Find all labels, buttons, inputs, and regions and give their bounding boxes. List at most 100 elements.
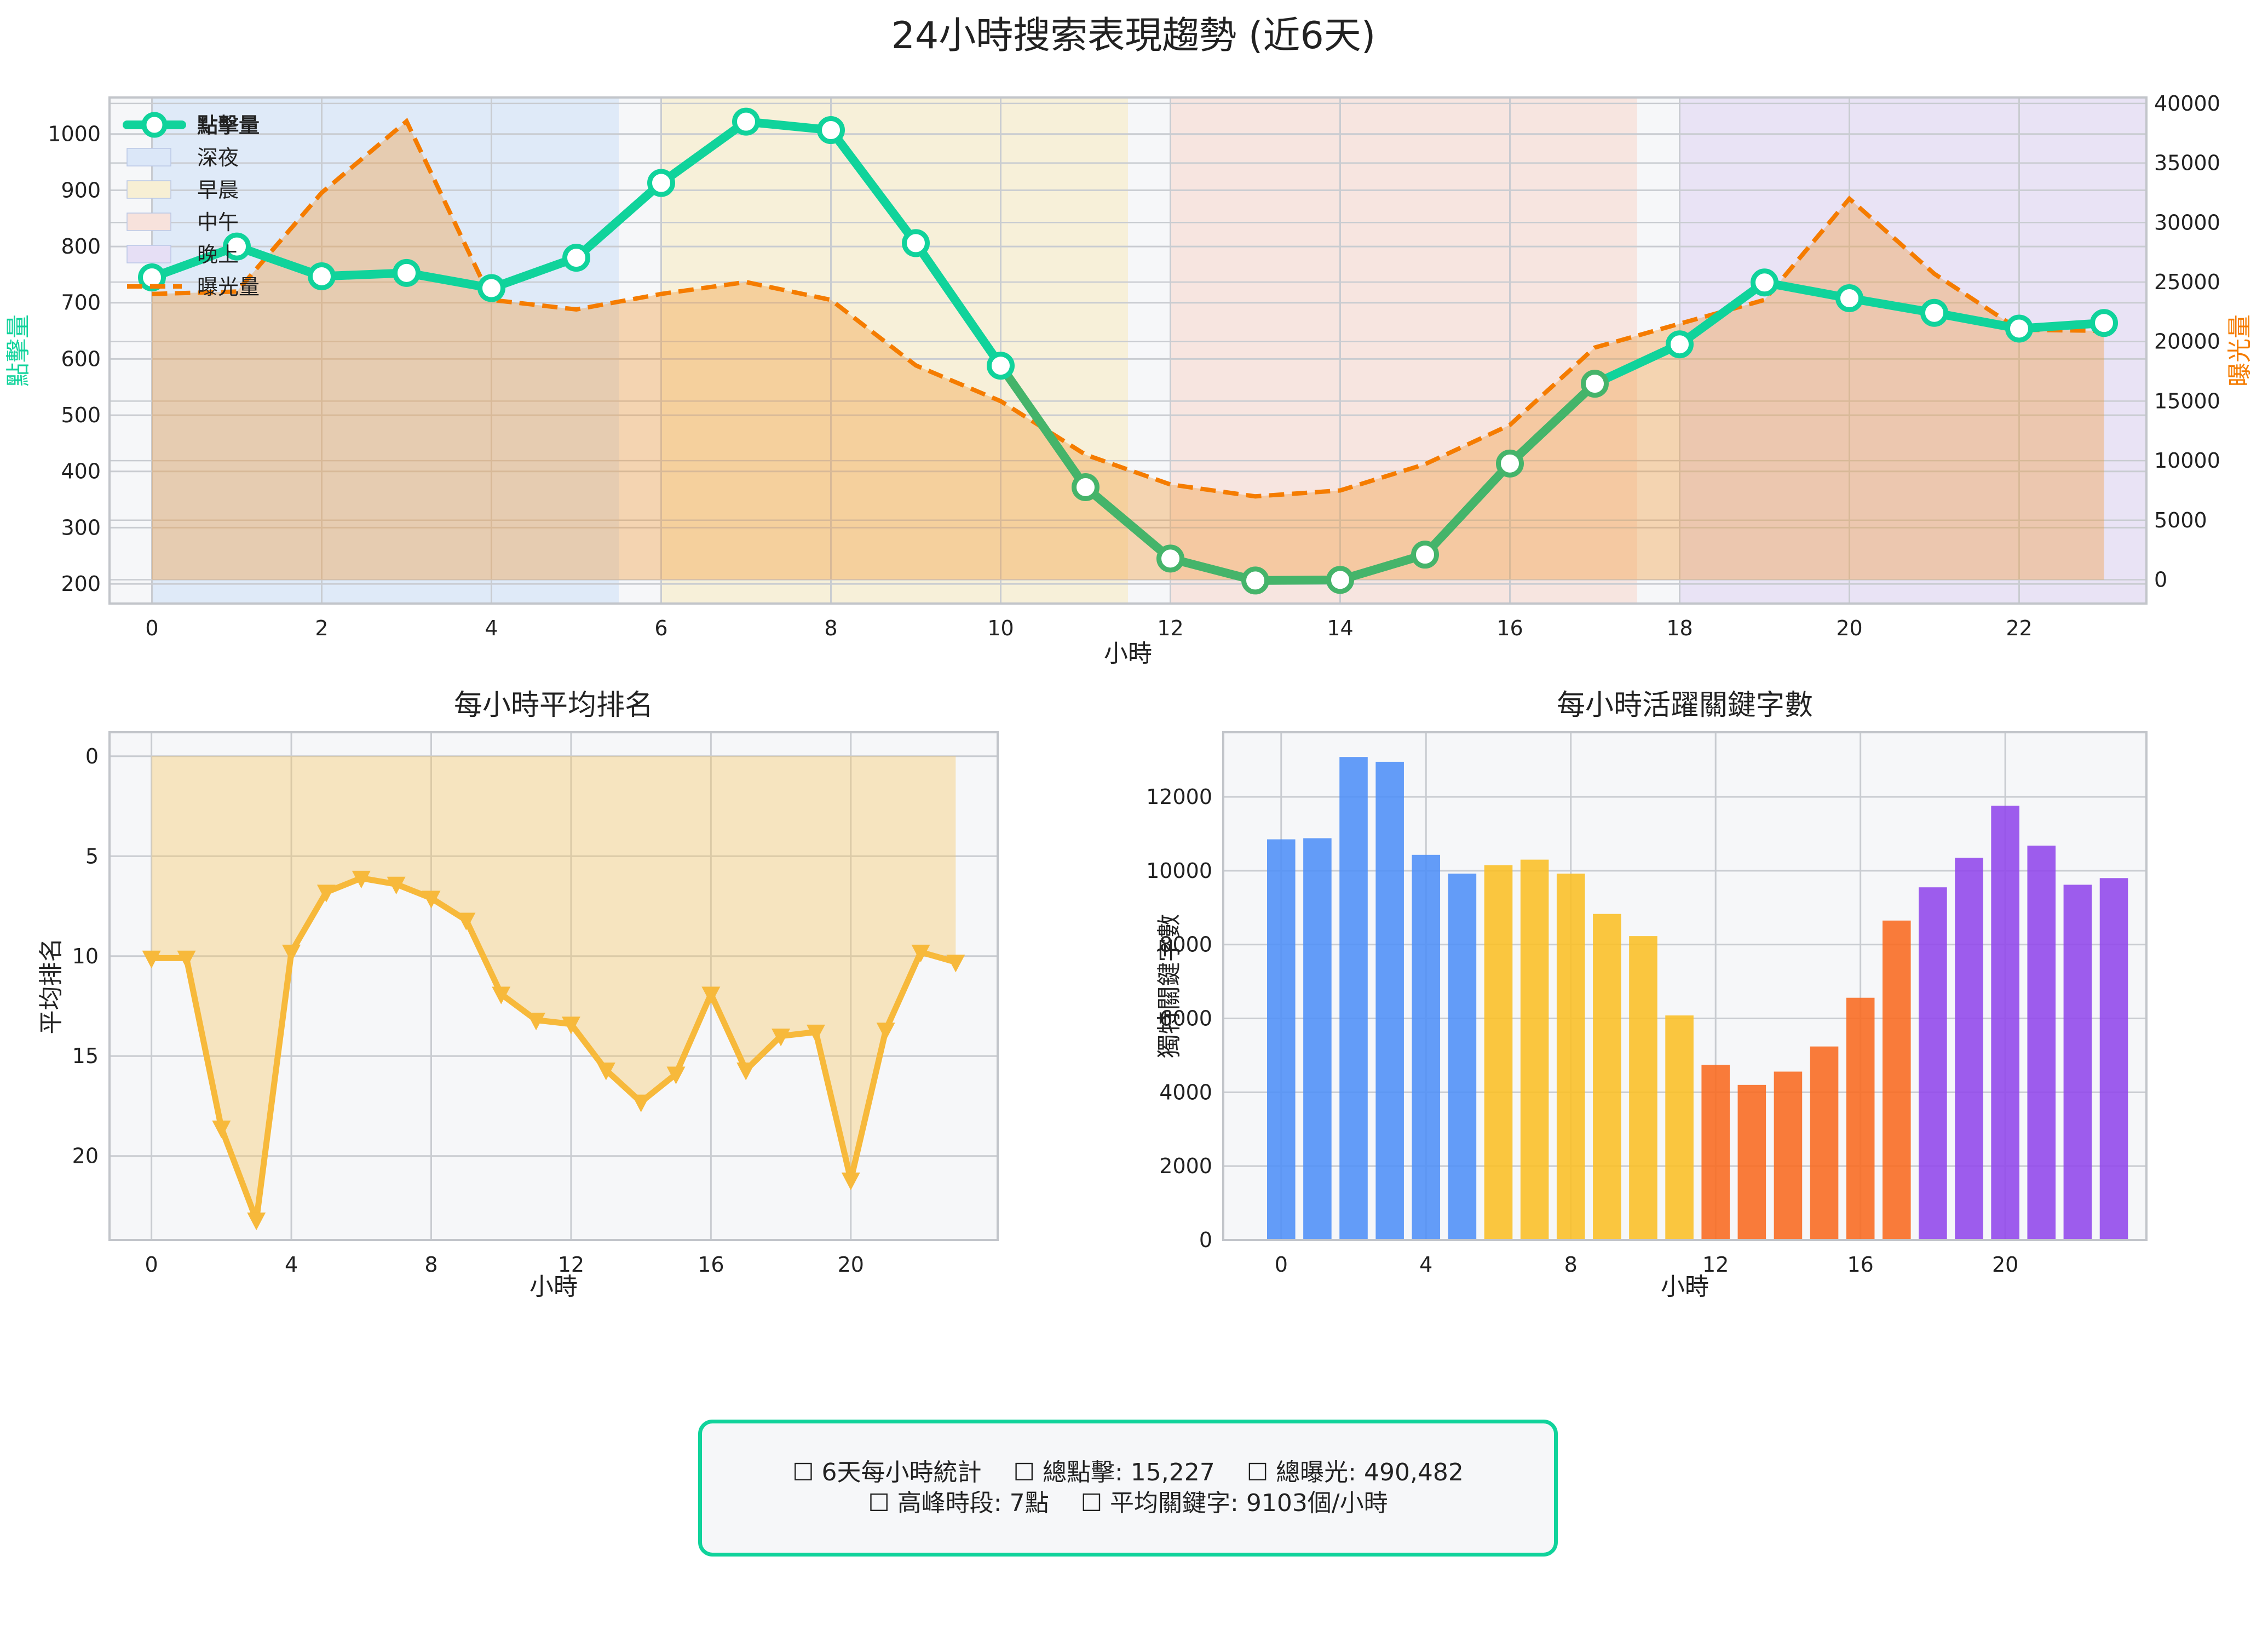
main-x-tick-label: 12 xyxy=(1157,616,1183,640)
clicks-line-segment xyxy=(911,238,1005,370)
rank-y-tick-label: 15 xyxy=(72,1044,99,1068)
keywords-y-tick-label: 0 xyxy=(1199,1228,1212,1252)
clicks-line-segment xyxy=(402,268,496,293)
clicks-line-segment xyxy=(1675,278,1769,349)
main-y-right-tick-label: 25000 xyxy=(2154,270,2220,294)
rank-point xyxy=(596,1063,615,1081)
clicks-point xyxy=(1581,370,1609,398)
rank-point xyxy=(736,1063,756,1081)
clicks-line-segment xyxy=(1251,575,1345,585)
rank-y-tick-label: 0 xyxy=(85,744,99,768)
keywords-plot-frame xyxy=(1222,731,2148,1241)
legend-period-swatch xyxy=(126,180,171,199)
clicks-point xyxy=(223,232,251,261)
clicks-point xyxy=(647,169,675,197)
main-y-right-tick-label: 0 xyxy=(2154,568,2167,592)
clicks-point xyxy=(1666,330,1694,359)
rank-x-axis-label: 小時 xyxy=(529,1273,578,1301)
summary-line-2: ☐ 高峰時段: 7點 ☐ 平均關鍵字: 9103個/小時 xyxy=(856,1488,1400,1519)
main-x-tick-label: 20 xyxy=(1836,616,1862,640)
legend-label: 晚上 xyxy=(197,243,239,267)
clicks-line-segment xyxy=(232,242,326,281)
summary-box: ☐ 6天每小時統計 ☐ 總點擊: 15,227 ☐ 總曝光: 490,482 ☐… xyxy=(698,1420,1558,1557)
rank-x-tick-label: 20 xyxy=(838,1253,864,1277)
rank-point xyxy=(666,1066,686,1084)
legend-period-swatch xyxy=(126,213,171,231)
rank-point xyxy=(492,986,511,1004)
summary-stat-period: ☐ 6天每小時統計 xyxy=(792,1458,982,1486)
clicks-point xyxy=(1835,284,1863,313)
keywords-bar xyxy=(1412,854,1441,1240)
main-y-right-tick-label: 10000 xyxy=(2154,449,2220,473)
keywords-bar xyxy=(2099,878,2128,1240)
clicks-point xyxy=(1751,268,1778,297)
clicks-point xyxy=(987,352,1015,380)
main-x-tick-label: 0 xyxy=(145,616,158,640)
legend-period-swatch xyxy=(126,245,171,263)
keywords-bar xyxy=(1737,1084,1766,1240)
rank-plot-frame xyxy=(108,731,999,1241)
keywords-chart: 每小時活躍關鍵字數 0 4 8 12 16 20 0 2000 4000 6000 8000 10000… xyxy=(1146,689,2148,1301)
rank-y-tick-label: 10 xyxy=(72,944,99,968)
clicks-line-segment xyxy=(1505,379,1599,468)
legend-label: 點擊量 xyxy=(197,113,260,137)
main-y-left-tick-label: 400 xyxy=(61,460,101,484)
legend-clicks-marker xyxy=(141,112,168,138)
clicks-line-segment xyxy=(2014,318,2109,333)
main-y-left-tick-label: 200 xyxy=(61,572,101,596)
keywords-bar xyxy=(1665,1015,1694,1240)
keywords-bar xyxy=(1991,806,2019,1240)
rank-x-tick-label: 12 xyxy=(558,1253,584,1277)
rank-point xyxy=(457,912,476,931)
clicks-point xyxy=(2005,314,2033,343)
main-x-tick-label: 10 xyxy=(987,616,1014,640)
rank-point xyxy=(352,870,371,889)
clicks-line-segment xyxy=(1336,550,1430,584)
legend-label: 曝光量 xyxy=(197,275,260,299)
clicks-line-segment xyxy=(317,268,411,281)
keywords-bar xyxy=(1484,865,1513,1240)
clicks-line-segment xyxy=(572,179,666,262)
main-y-right-tick-label: 15000 xyxy=(2154,389,2220,413)
clicks-point xyxy=(1496,449,1524,478)
rank-point xyxy=(876,1023,895,1041)
clicks-point xyxy=(393,259,421,287)
keywords-y-tick-label: 12000 xyxy=(1146,785,1212,809)
rank-point xyxy=(387,876,406,895)
keywords-x-tick-label: 8 xyxy=(1564,1253,1578,1277)
keywords-x-tick-label: 0 xyxy=(1275,1253,1288,1277)
summary-stat-peak-hour: ☐ 高峰時段: 7點 xyxy=(868,1489,1049,1517)
summary-line-1: ☐ 6天每小時統計 ☐ 總點擊: 15,227 ☐ 總曝光: 490,482 xyxy=(780,1457,1476,1488)
rank-point xyxy=(806,1024,825,1043)
clicks-line-segment xyxy=(1166,554,1260,585)
clicks-point xyxy=(1920,298,1948,327)
keywords-x-tick-label: 20 xyxy=(1992,1253,2018,1277)
keywords-bar xyxy=(1629,936,1657,1240)
rank-y-tick-label: 5 xyxy=(85,844,99,868)
clicks-line-segment xyxy=(741,117,836,135)
keywords-bar xyxy=(1846,997,1875,1240)
clicks-point xyxy=(1411,541,1439,569)
keywords-bar xyxy=(1339,757,1368,1240)
rank-y-tick-label: 20 xyxy=(72,1144,99,1168)
rank-x-tick-label: 4 xyxy=(285,1253,298,1277)
keywords-bar xyxy=(1701,1065,1730,1240)
rank-point xyxy=(142,950,161,969)
rank-point xyxy=(422,891,441,909)
keywords-x-tick-label: 12 xyxy=(1702,1253,1729,1277)
clicks-line-segment xyxy=(657,117,751,188)
rank-area xyxy=(151,756,956,1220)
keywords-bar xyxy=(2027,845,2056,1240)
main-x-tick-label: 2 xyxy=(315,616,328,640)
main-y-left-axis-label: 點擊量 xyxy=(4,314,32,387)
main-x-tick-label: 22 xyxy=(2006,616,2032,640)
main-y-left-tick-label: 900 xyxy=(61,178,101,202)
clicks-point xyxy=(902,229,930,257)
main-trend-chart: 0 2 4 6 8 10 12 14 16 18 20 22 200 300 400 500 600 700 800… xyxy=(4,91,2254,668)
rank-chart-title: 每小時平均排名 xyxy=(454,689,653,722)
clicks-line-segment xyxy=(1081,483,1175,563)
keywords-bar xyxy=(1448,874,1477,1240)
rank-x-tick-label: 16 xyxy=(698,1253,724,1277)
